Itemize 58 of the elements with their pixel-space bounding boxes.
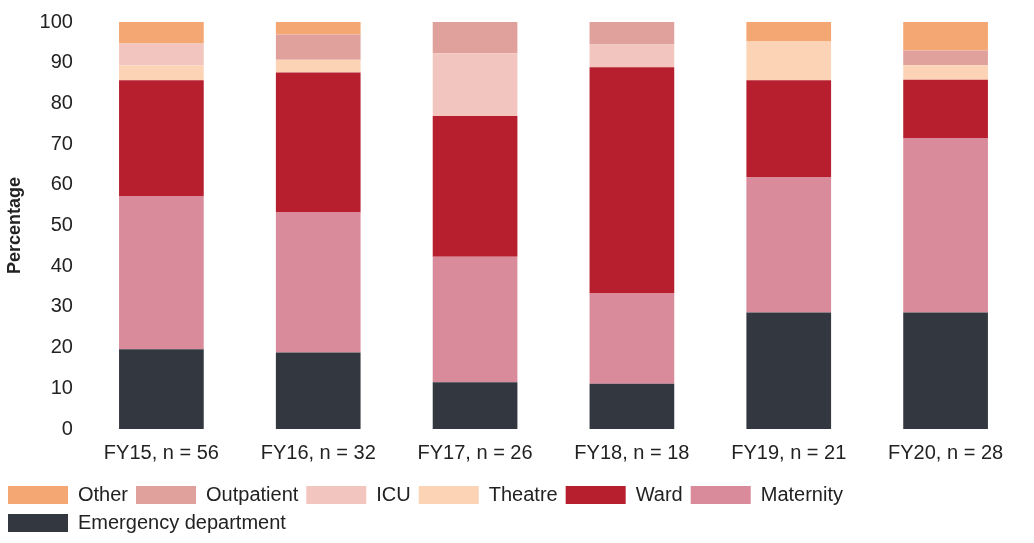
y-tick-label: 0: [61, 416, 73, 439]
x-tick-label: FY17, n = 26: [417, 440, 533, 463]
bar: [275, 72, 361, 213]
y-axis-title: Percentage: [3, 176, 24, 275]
bar: [903, 50, 988, 66]
bar: [903, 79, 988, 138]
legend-label: Ward: [635, 482, 683, 505]
legend-label: Outpatient: [206, 482, 299, 505]
bar: [432, 382, 518, 429]
bar: [275, 352, 361, 429]
bar: [119, 196, 204, 350]
bar: [903, 138, 988, 313]
bar: [589, 22, 675, 45]
bar: [275, 34, 361, 60]
y-tick-label: 50: [50, 213, 73, 236]
bar: [746, 312, 832, 429]
legend-label: Theatre: [488, 482, 558, 505]
bar: [903, 312, 988, 429]
legend-label: Maternity: [760, 482, 843, 505]
bar: [432, 53, 518, 117]
x-tick-label: FY16, n = 32: [260, 440, 376, 463]
y-tick-label: 80: [50, 90, 73, 113]
y-tick-label: 60: [50, 172, 73, 195]
bar: [903, 22, 988, 51]
bar: [746, 22, 832, 42]
bar: [275, 22, 361, 35]
x-tick-label: FY18, n = 18: [574, 440, 690, 463]
legend-label: Other: [78, 482, 129, 505]
bar: [589, 293, 675, 384]
bar: [275, 59, 361, 73]
bar: [432, 22, 518, 54]
bar: [746, 41, 832, 81]
legend-label: Emergency department: [78, 510, 287, 533]
bar: [746, 80, 832, 178]
y-tick-label: 40: [50, 253, 73, 276]
bar: [746, 177, 832, 313]
x-tick-label: FY19, n = 21: [731, 440, 847, 463]
y-tick-label: 10: [50, 375, 73, 398]
bar: [589, 383, 675, 429]
y-tick-label: 90: [50, 50, 73, 73]
bar: [119, 349, 204, 429]
x-tick-label: FY20, n = 28: [888, 440, 1004, 463]
bar: [275, 212, 361, 353]
y-tick-label: 20: [50, 335, 73, 358]
bar: [119, 80, 204, 197]
bar: [432, 116, 518, 257]
bar: [432, 256, 518, 383]
bar: [119, 22, 204, 44]
y-tick-label: 30: [50, 294, 73, 317]
legend-label: ICU: [376, 482, 411, 505]
bar: [903, 65, 988, 80]
x-tick-label: FY15, n = 56: [103, 440, 219, 463]
y-tick-label: 70: [50, 131, 73, 154]
y-tick-label: 100: [39, 9, 73, 32]
bar: [589, 67, 675, 294]
bar: [119, 43, 204, 66]
bar: [119, 65, 204, 81]
bar: [589, 44, 675, 68]
